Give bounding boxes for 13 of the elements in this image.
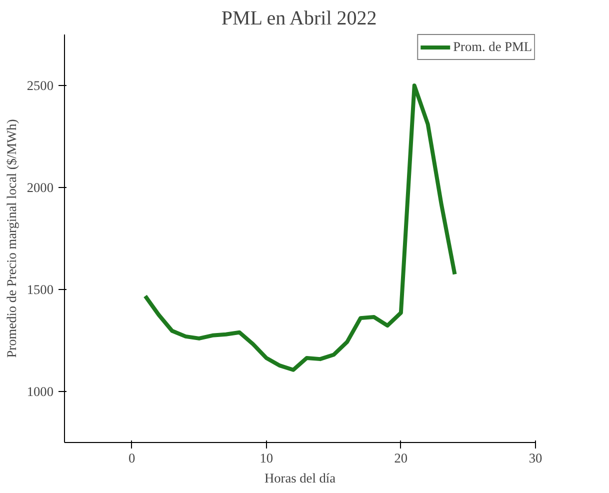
chart-title: PML en Abril 2022 [221, 8, 377, 30]
x-tick-label: 0 [128, 450, 136, 466]
y-tick-label: 2500 [26, 78, 54, 93]
x-tick-label: 10 [260, 450, 274, 466]
legend-label: Prom. de PML [453, 39, 532, 55]
x-tick-label: 30 [528, 450, 542, 466]
y-axis-title: Promedio de Precio marginal local ($/MWh) [4, 119, 19, 358]
line-series [143, 84, 457, 372]
y-tick-label: 1000 [26, 384, 54, 399]
x-tick-label: 20 [394, 450, 408, 466]
y-tick-label: 1500 [26, 282, 54, 297]
x-axis-title: Horas del día [264, 470, 336, 486]
y-tick-label: 2000 [26, 180, 54, 195]
